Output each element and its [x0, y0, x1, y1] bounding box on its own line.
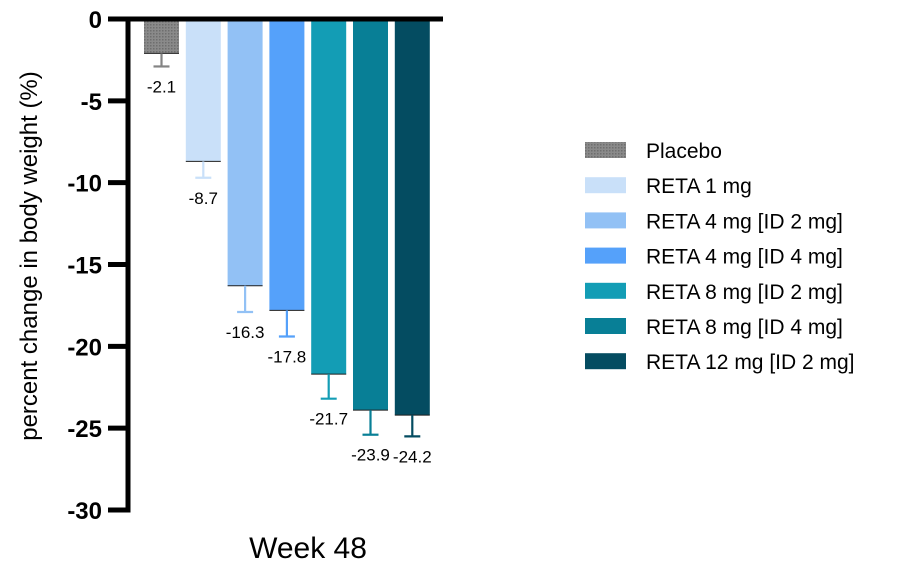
- x-category-label: Week 48: [249, 532, 367, 565]
- legend-swatch: [585, 282, 626, 299]
- legend-swatch: [585, 247, 626, 264]
- y-tick-label: 0: [89, 7, 102, 34]
- legend-label: Placebo: [646, 140, 722, 163]
- y-tick-label: -20: [67, 334, 102, 361]
- bar: [311, 19, 347, 375]
- legend-swatch: [585, 353, 626, 370]
- legend-label: RETA 8 mg [ID 2 mg]: [646, 281, 843, 304]
- bar: [269, 19, 305, 311]
- y-tick-label: -10: [67, 171, 102, 198]
- legend-swatch: [585, 318, 626, 334]
- legend-swatch: [585, 177, 626, 194]
- data-label: -8.7: [189, 189, 218, 208]
- legend-label: RETA 12 mg [ID 2 mg]: [646, 351, 855, 374]
- y-tick-label: -5: [81, 89, 102, 116]
- y-tick-label: -15: [67, 253, 102, 280]
- bar: [353, 19, 388, 411]
- legend: Placebo RETA 1 mg RETA 4 mg [ID 2 mg] RETA …: [585, 140, 855, 374]
- y-axis-title: percent change in body weight (%): [16, 71, 43, 441]
- legend-swatch: [585, 212, 626, 229]
- bar: [185, 19, 221, 162]
- data-label: -2.1: [147, 77, 176, 96]
- legend-swatch: [585, 142, 626, 158]
- data-label: -21.7: [309, 410, 348, 429]
- bar: [227, 19, 263, 286]
- data-label: -16.3: [226, 323, 265, 342]
- y-tick-label: -25: [67, 416, 102, 443]
- legend-label: RETA 4 mg [ID 4 mg]: [646, 246, 843, 269]
- bar: [144, 19, 179, 54]
- y-tick-label: -30: [67, 498, 102, 525]
- data-label: -23.9: [351, 446, 390, 465]
- legend-label: RETA 1 mg: [646, 175, 752, 198]
- legend-label: RETA 8 mg [ID 4 mg]: [646, 316, 843, 339]
- data-label: -17.8: [268, 348, 307, 367]
- data-label: -24.2: [393, 447, 432, 466]
- legend-label: RETA 4 mg [ID 2 mg]: [646, 210, 843, 233]
- bar: [394, 19, 430, 416]
